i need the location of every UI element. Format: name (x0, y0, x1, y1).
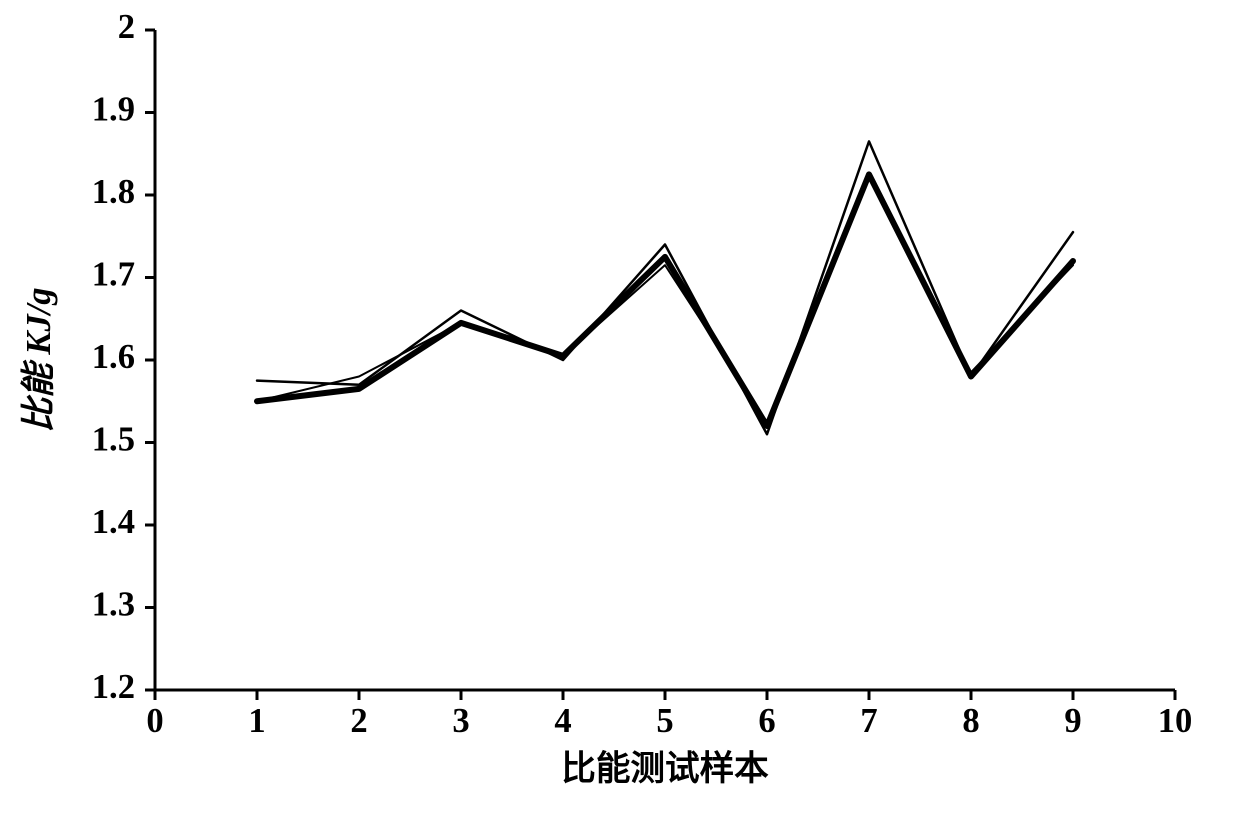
line-chart: 1.2 1.3 1.4 1.5 1.6 1.7 1.8 1.9 2 0 1 2 3 4 5 6 7 8 9 10 比能测… (0, 0, 1240, 829)
y-tick-label: 1.6 (92, 338, 135, 376)
y-tick-label: 1.9 (92, 90, 135, 128)
x-tick-label: 6 (758, 702, 775, 740)
series-line-series-b (257, 141, 1073, 434)
series-line-series-c (257, 179, 1073, 422)
y-tick-label: 2 (118, 8, 135, 46)
x-tick-label: 2 (350, 702, 367, 740)
x-tick-label: 5 (656, 702, 673, 740)
y-tick-label: 1.3 (92, 585, 135, 623)
x-tick-label: 0 (146, 702, 163, 740)
x-tick-label: 10 (1158, 702, 1193, 740)
y-tick-label: 1.5 (92, 420, 135, 458)
y-tick-label: 1.4 (92, 503, 135, 541)
x-axis-label: 比能测试样本 (561, 750, 769, 788)
x-tick-label: 4 (554, 702, 571, 740)
y-axis-label: 比能 KJ/g (20, 287, 58, 432)
x-tick-label: 9 (1064, 702, 1081, 740)
x-tick-label: 1 (248, 702, 265, 740)
series-line-series-a (257, 174, 1073, 426)
y-tick-label: 1.2 (92, 668, 135, 706)
chart-svg: 1.2 1.3 1.4 1.5 1.6 1.7 1.8 1.9 2 0 1 2 3 4 5 6 7 8 9 10 比能测… (0, 0, 1240, 829)
y-tick-label: 1.8 (92, 173, 135, 211)
x-tick-label: 3 (452, 702, 469, 740)
y-tick-label: 1.7 (92, 255, 135, 293)
x-tick-label: 7 (860, 702, 877, 740)
x-tick-label: 8 (962, 702, 979, 740)
